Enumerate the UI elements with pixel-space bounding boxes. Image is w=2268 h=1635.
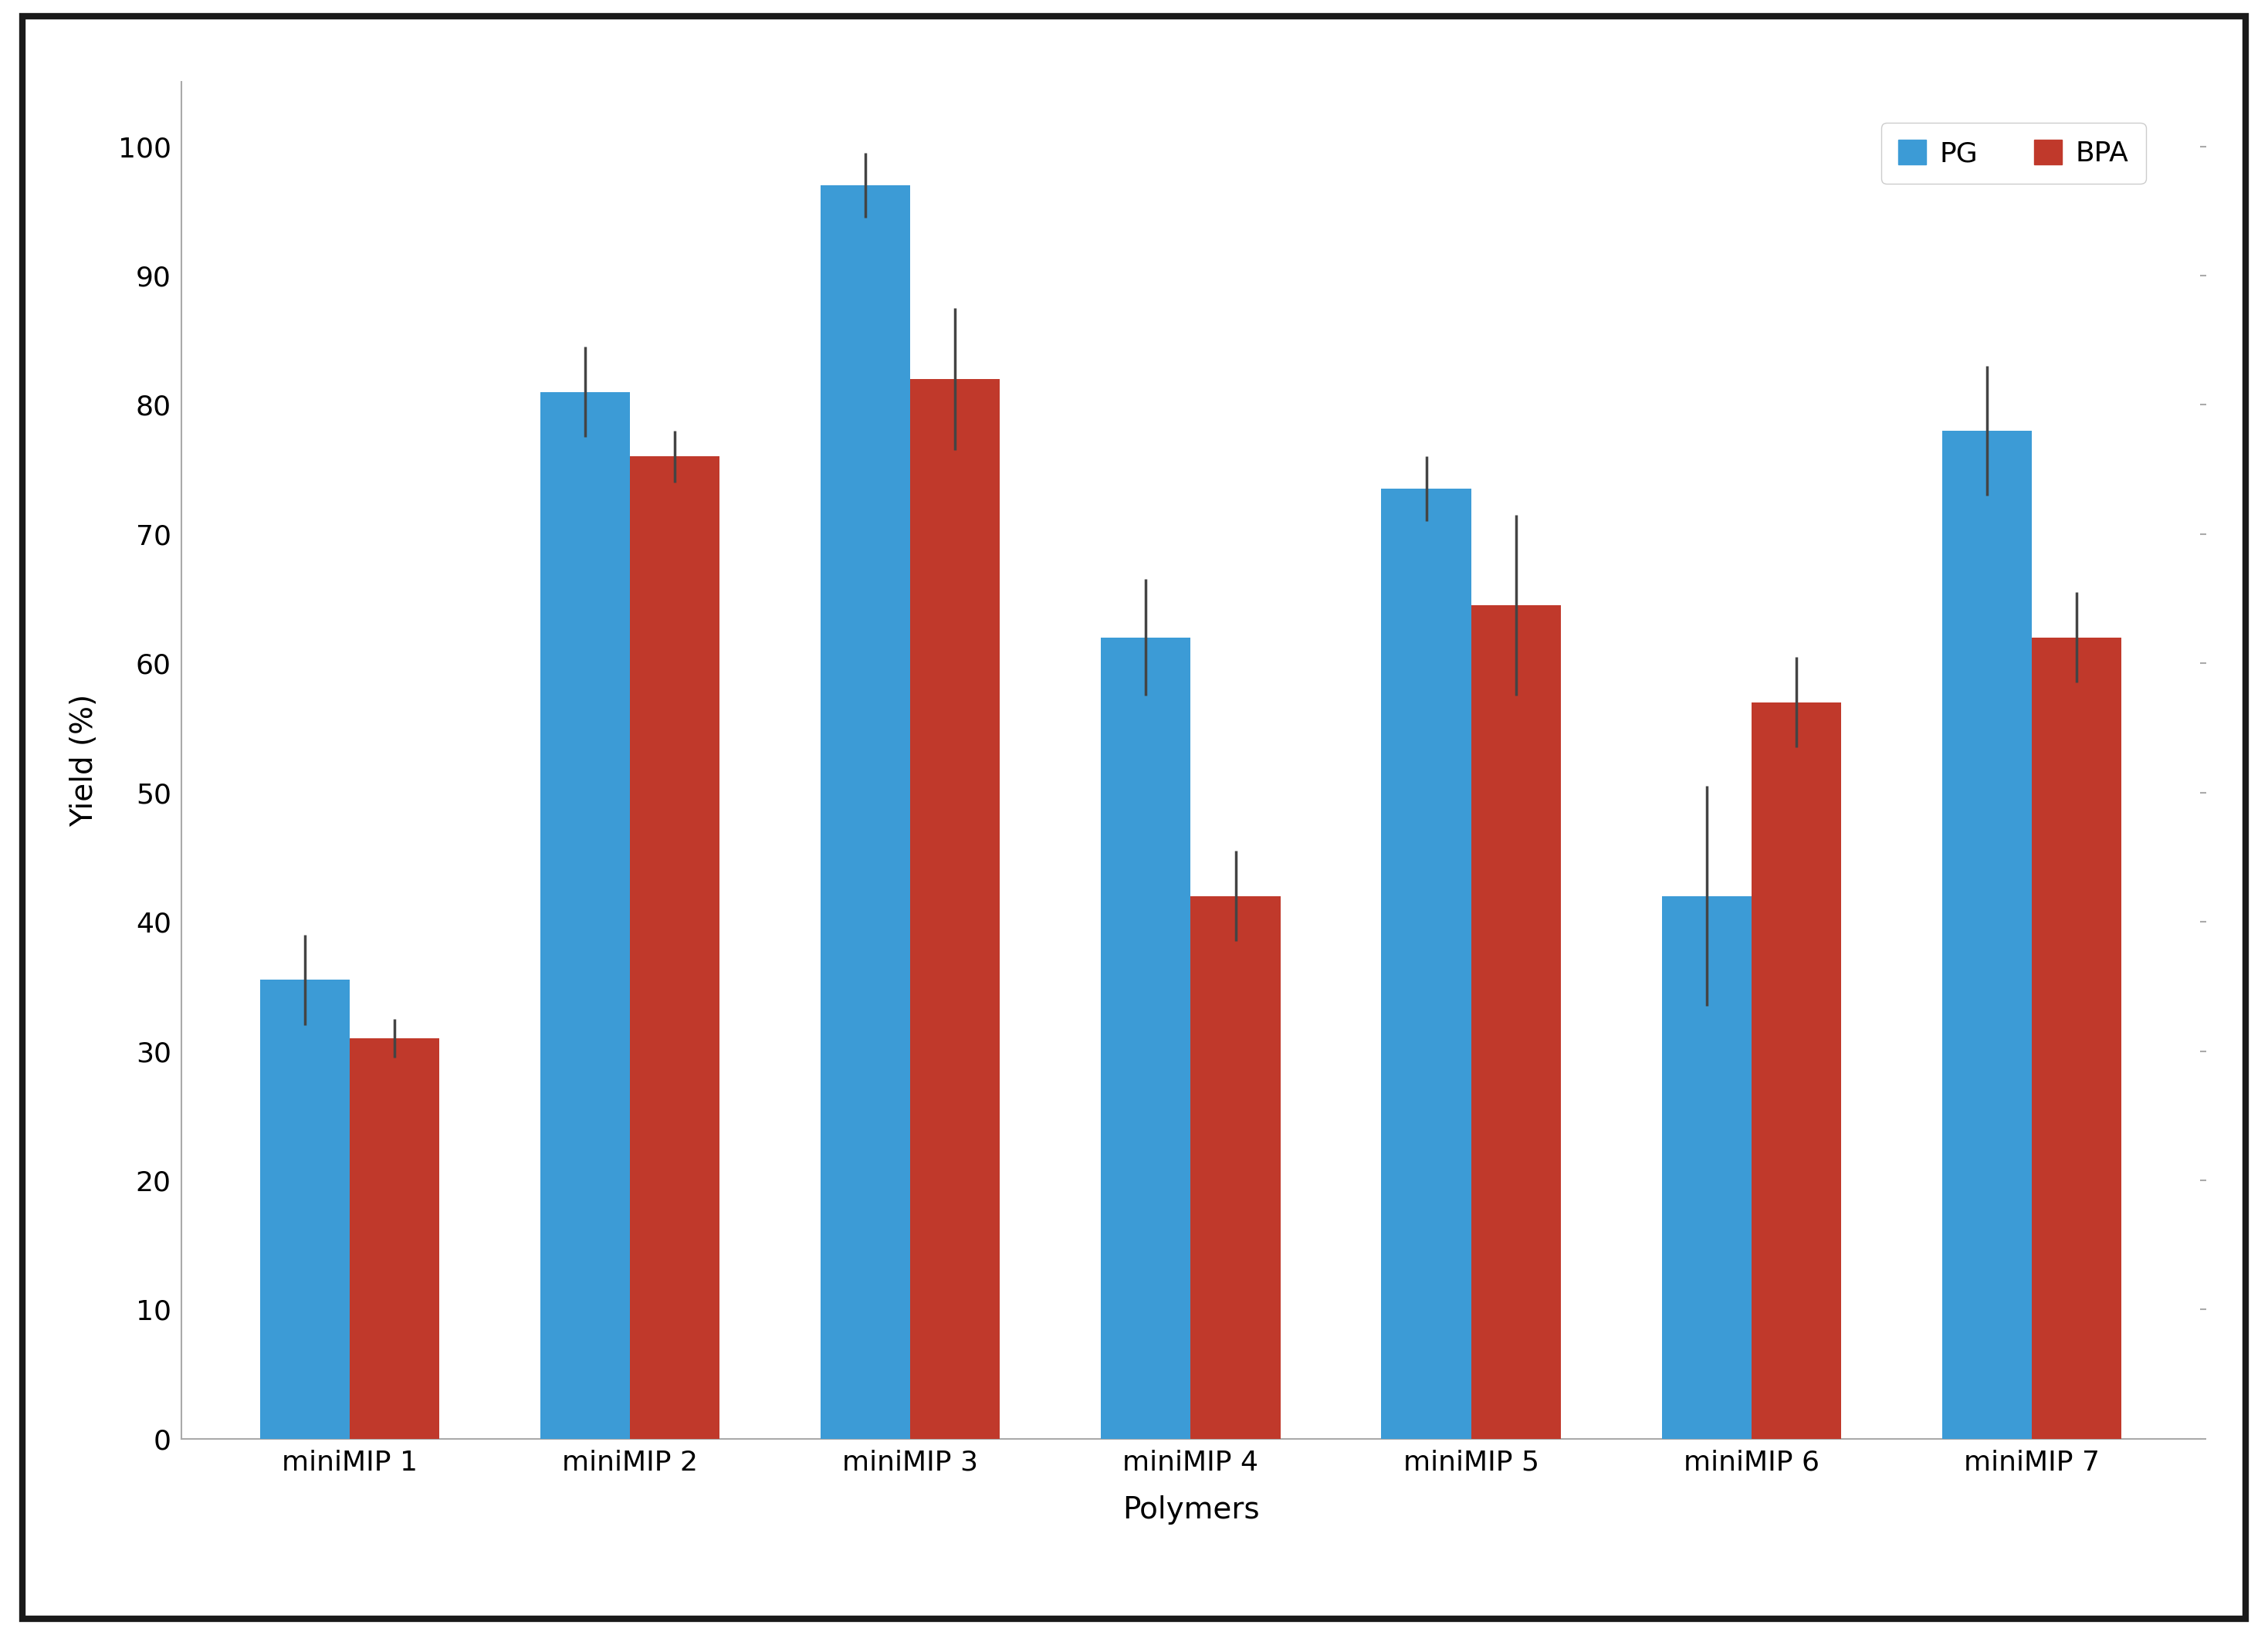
Legend: PG, BPA: PG, BPA: [1880, 123, 2146, 183]
Bar: [1662, 896, 1751, 1439]
Bar: [1191, 896, 1281, 1439]
Y-axis label: Yield (%): Yield (%): [70, 693, 100, 827]
Bar: [1100, 638, 1191, 1439]
X-axis label: Polymers: Polymers: [1123, 1494, 1259, 1524]
Bar: [821, 185, 909, 1439]
Bar: [1472, 605, 1560, 1439]
Bar: [540, 392, 631, 1439]
Bar: [1941, 430, 2032, 1439]
Bar: [2032, 638, 2121, 1439]
Bar: [631, 456, 719, 1439]
Bar: [1381, 489, 1472, 1439]
Bar: [349, 1038, 440, 1439]
Bar: [909, 379, 1000, 1439]
Bar: [261, 979, 349, 1439]
Bar: [1751, 701, 1842, 1439]
